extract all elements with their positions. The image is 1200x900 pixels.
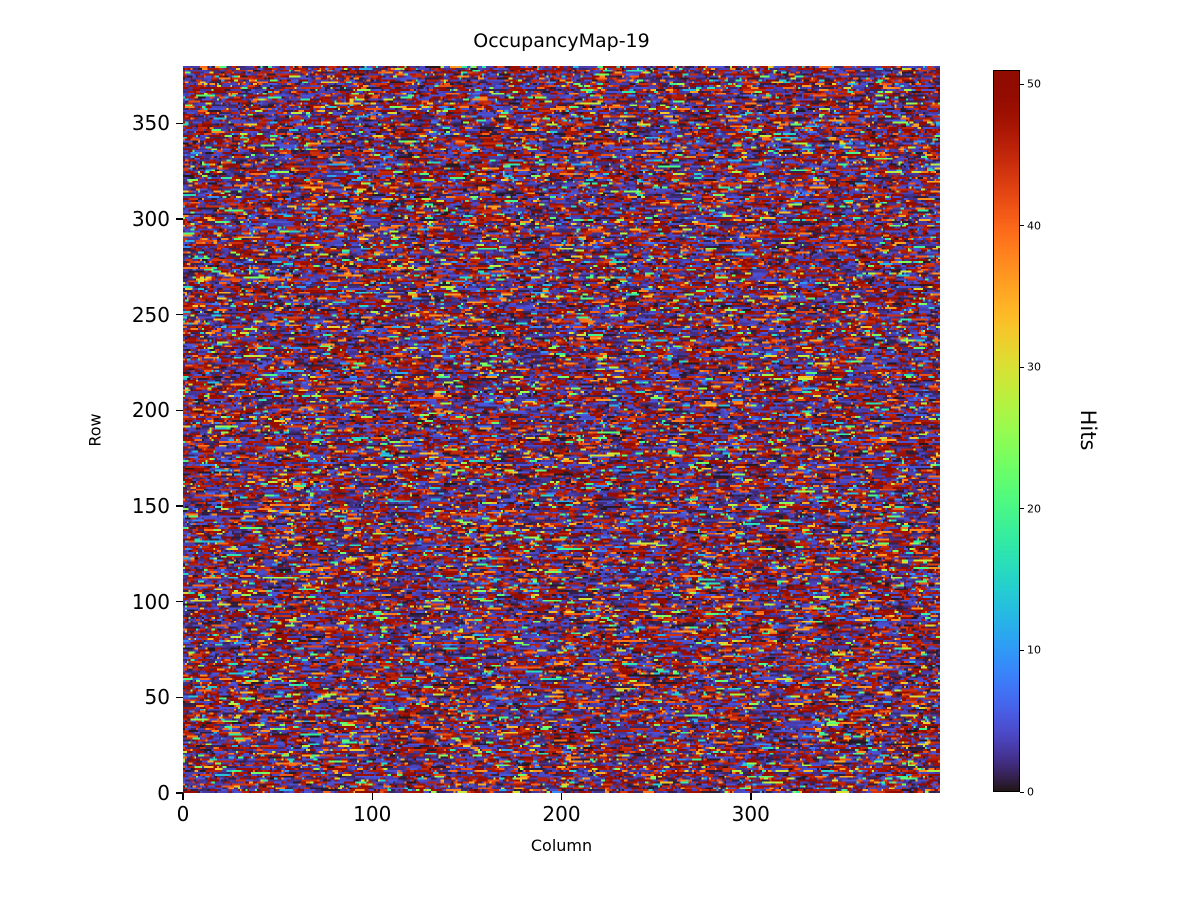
x-tick-mark bbox=[182, 793, 184, 800]
x-tick-label: 100 bbox=[353, 802, 392, 826]
y-tick-mark bbox=[176, 696, 183, 699]
y-tick-mark bbox=[176, 505, 183, 507]
y-tick-label: 200 bbox=[131, 398, 170, 423]
x-tick-label: 300 bbox=[731, 802, 770, 826]
colorbar-tick-label: 0 bbox=[1027, 785, 1034, 799]
x-tick-mark bbox=[371, 793, 373, 800]
y-tick-mark bbox=[176, 313, 183, 316]
colorbar-tick-label: 50 bbox=[1027, 77, 1041, 91]
y-tick-mark bbox=[176, 600, 183, 603]
x-tick-mark bbox=[750, 793, 752, 800]
colorbar-tick-mark bbox=[1020, 83, 1024, 85]
y-tick-mark bbox=[176, 409, 183, 412]
chart-title: OccupancyMap-19 bbox=[473, 30, 650, 52]
heatmap-plot-area bbox=[183, 66, 940, 793]
x-axis-label: Column bbox=[530, 836, 593, 855]
colorbar-label: Hits bbox=[1076, 409, 1100, 451]
y-tick-mark bbox=[176, 122, 183, 125]
y-tick-label: 350 bbox=[131, 111, 170, 136]
colorbar-tick-mark bbox=[1020, 649, 1024, 651]
colorbar-tick-mark bbox=[1020, 791, 1024, 793]
y-tick-mark bbox=[176, 792, 183, 794]
colorbar-tick-label: 20 bbox=[1027, 502, 1041, 516]
y-tick-label: 300 bbox=[131, 207, 170, 232]
y-tick-label: 0 bbox=[157, 781, 170, 805]
y-tick-mark bbox=[176, 218, 183, 220]
y-tick-label: 50 bbox=[144, 685, 170, 710]
y-tick-label: 250 bbox=[131, 302, 170, 327]
colorbar-tick-label: 30 bbox=[1027, 360, 1041, 374]
colorbar bbox=[993, 70, 1020, 792]
heatmap-canvas bbox=[183, 66, 940, 793]
x-tick-label: 200 bbox=[542, 802, 581, 826]
y-tick-label: 100 bbox=[131, 589, 170, 614]
colorbar-tick-label: 40 bbox=[1027, 219, 1041, 233]
colorbar-tick-mark bbox=[1020, 508, 1024, 510]
colorbar-canvas bbox=[994, 71, 1019, 791]
y-axis-label: Row bbox=[85, 413, 105, 447]
colorbar-tick-mark bbox=[1020, 225, 1024, 227]
y-tick-label: 150 bbox=[131, 494, 170, 519]
x-tick-mark bbox=[560, 793, 563, 800]
colorbar-tick-label: 10 bbox=[1027, 643, 1041, 657]
colorbar-tick-mark bbox=[1020, 366, 1024, 368]
x-tick-label: 0 bbox=[176, 802, 190, 826]
